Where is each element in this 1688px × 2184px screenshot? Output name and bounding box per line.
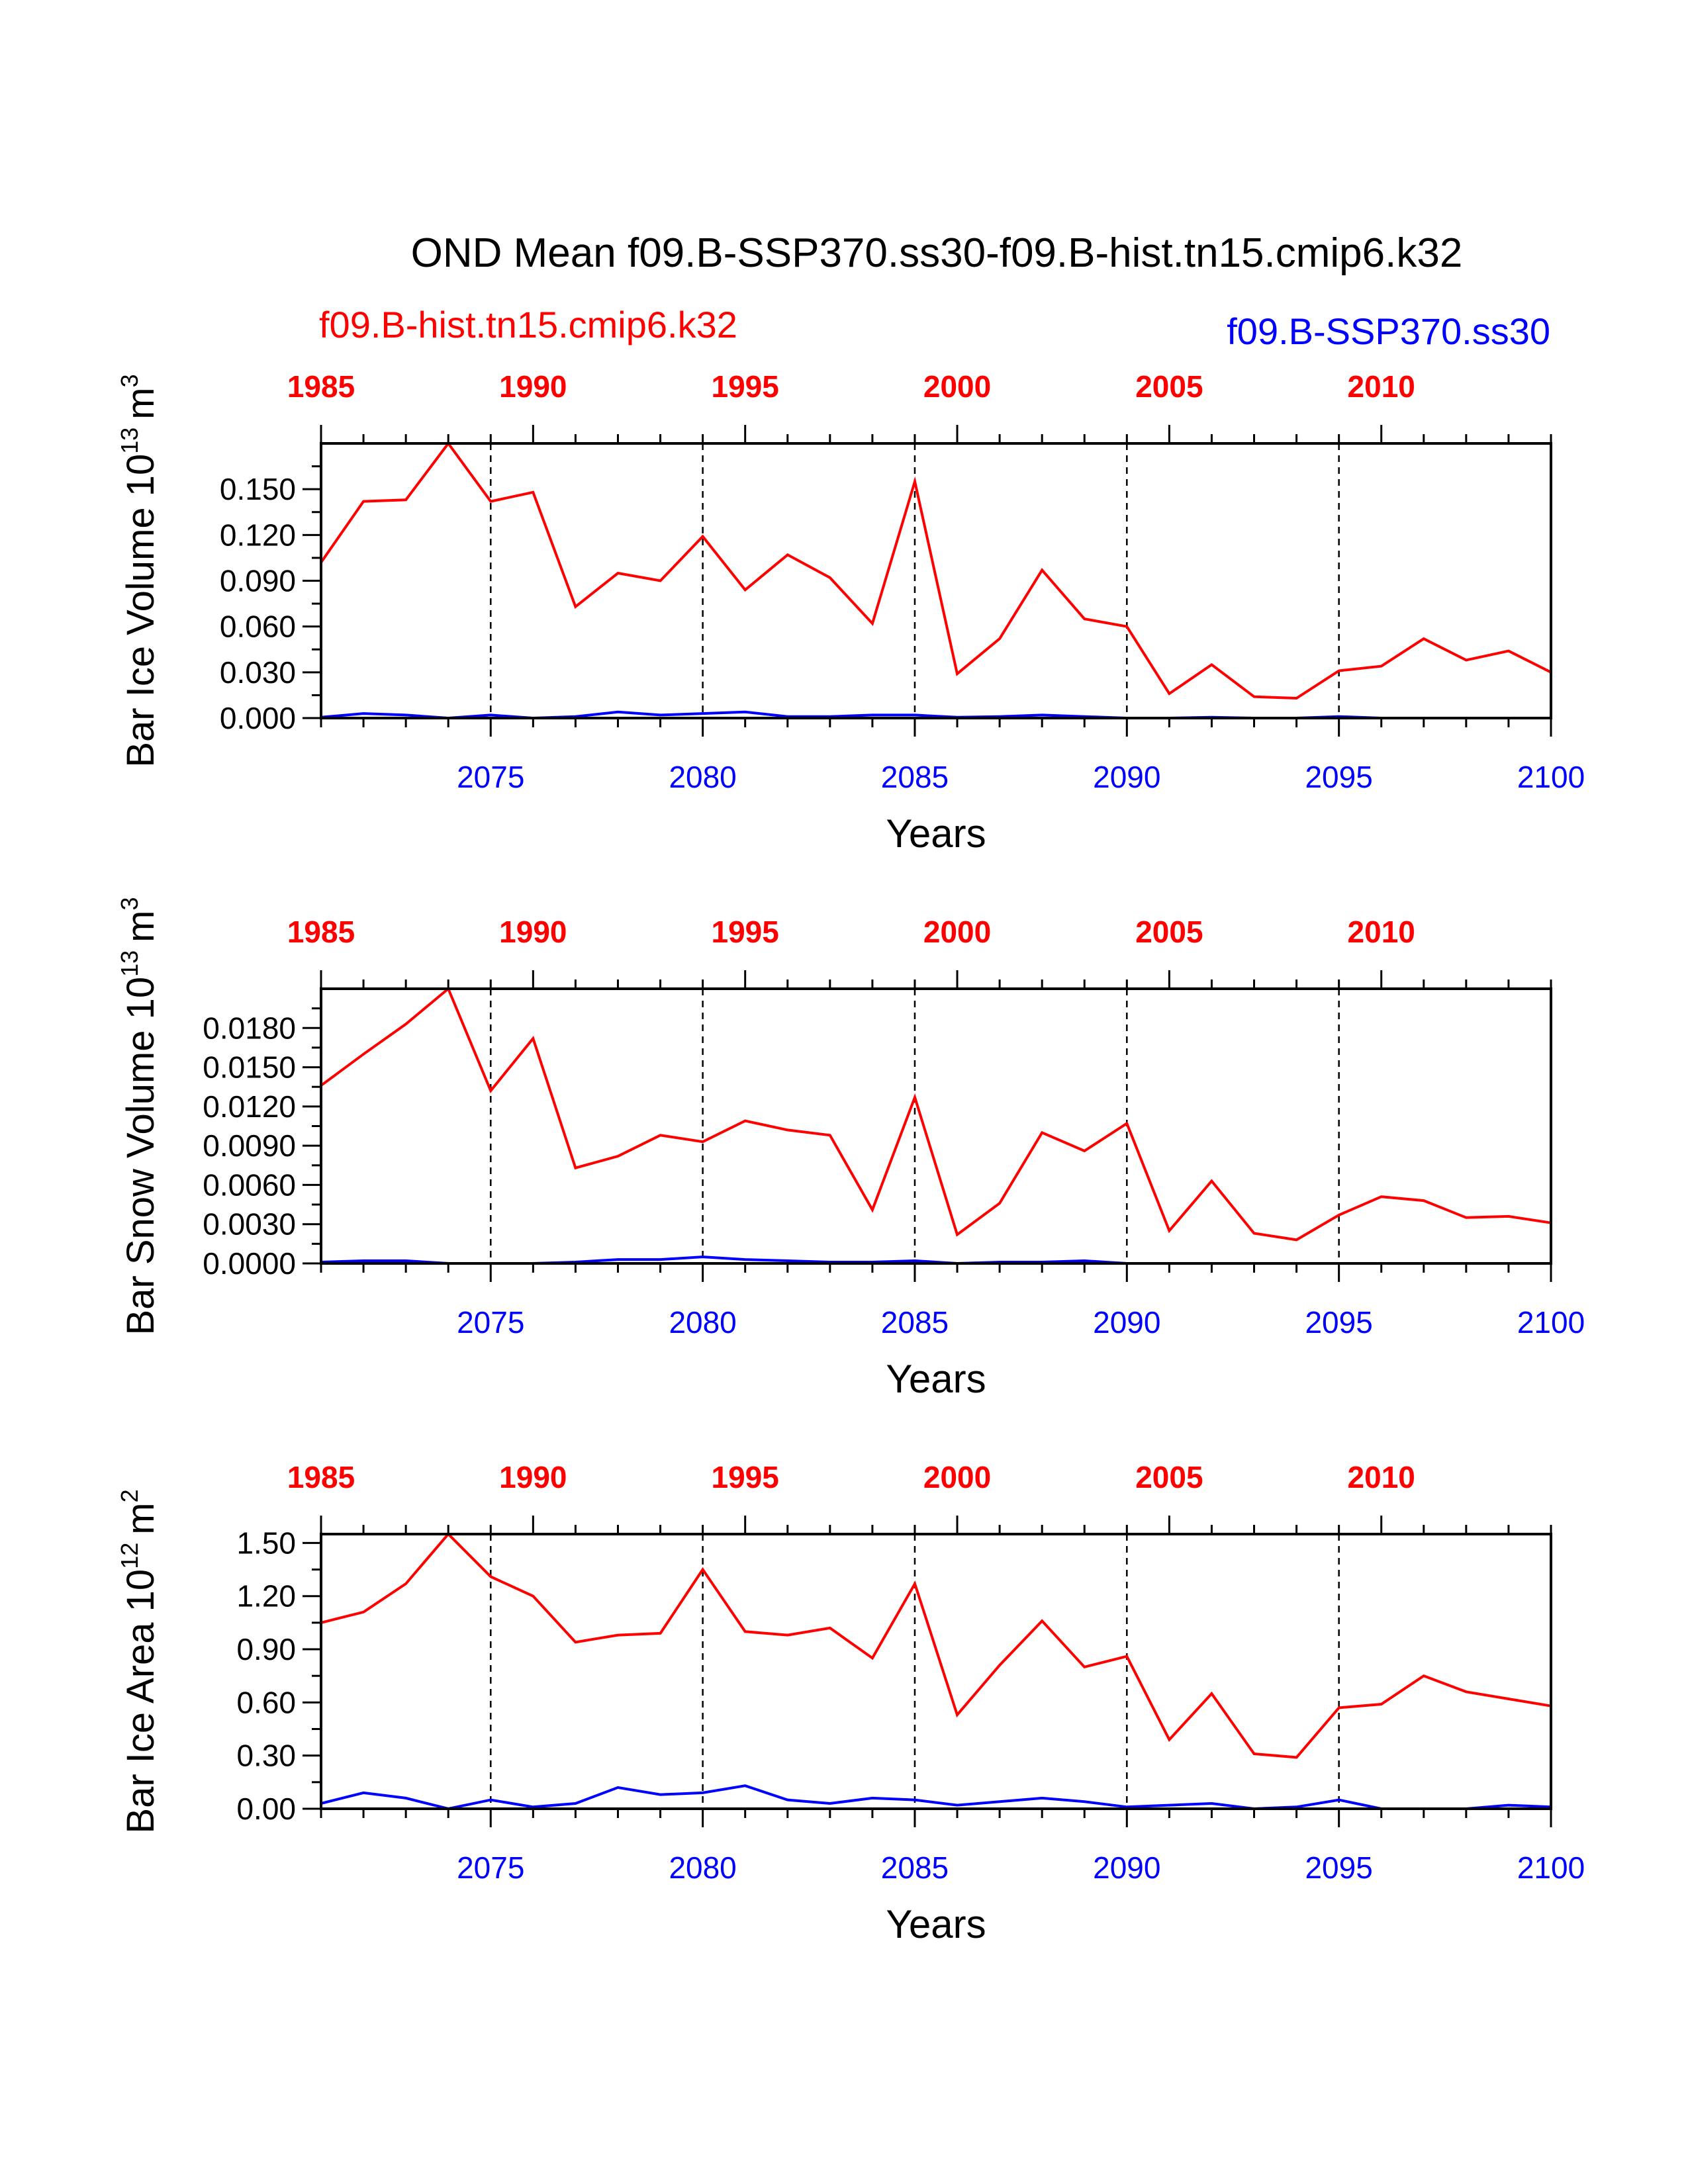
x-tick-label-hist: 1990 [499,369,567,404]
x-axis-title: Years [886,811,986,856]
y-axis-title-ylabel-exp: 13 [116,428,143,454]
x-tick-label-ssp: 2075 [457,1850,524,1885]
x-tick-label-ssp: 2080 [669,760,736,794]
y-axis-title-ylabel-exp: 13 [116,950,143,977]
x-tick-label-hist: 1995 [712,915,779,949]
chart-panel-1: 0.000 0.030 0.060 0.090 0.120 0.150 2075 2080 20… [116,369,1585,856]
y-axis-title: Bar Ice Area 1012 m2 [116,1489,162,1833]
y-tick-label: 0.90 [236,1632,296,1666]
x-tick-label-ssp: 2100 [1517,1305,1585,1340]
y-axis-title-ylabel-unit: m [119,1502,162,1534]
x-tick-label-hist: 2000 [923,915,991,949]
series-line-hist [320,1532,1552,1759]
y-axis-title: Bar Snow Volume 1013 m3 [116,897,162,1335]
x-tick-label-hist: 1985 [287,915,355,949]
y-tick-label: 0.000 [220,701,296,735]
y-tick-label: 0.60 [236,1685,296,1719]
y-axis-title-ylabel-unit-exp: 3 [116,374,143,387]
x-tick-label-ssp: 2095 [1305,1305,1372,1340]
x-tick-label-ssp: 2095 [1305,1850,1372,1885]
x-tick-label-hist: 2000 [923,369,991,404]
y-tick-label: 0.0030 [203,1207,296,1242]
x-tick-label-ssp: 2090 [1093,760,1160,794]
x-tick-label-ssp: 2085 [881,1850,949,1885]
x-tick-label-ssp: 2100 [1517,760,1585,794]
x-tick-label-ssp: 2090 [1093,1305,1160,1340]
x-tick-label-ssp: 2080 [669,1850,736,1885]
y-tick-label: 0.30 [236,1739,296,1773]
y-tick-label: 0.0000 [203,1246,296,1281]
y-tick-label: 0.0090 [203,1128,296,1163]
x-axis-title: Years [886,1357,986,1401]
x-tick-label-hist: 2005 [1135,369,1203,404]
chart-panel-3: 0.00 0.30 0.60 0.90 1.20 1.50 2075 2080 2085 2090… [116,1460,1585,1946]
y-tick-label: 0.0150 [203,1050,296,1085]
x-tick-label-ssp: 2085 [881,1305,949,1340]
x-tick-label-hist: 2010 [1348,1460,1415,1494]
y-axis-title: Bar Ice Volume 1013 m3 [116,374,162,767]
x-tick-label-hist: 1985 [287,369,355,404]
y-axis-title-ylabel-unit-exp: 2 [116,1489,143,1502]
x-tick-label-hist: 2005 [1135,915,1203,949]
y-tick-label: 0.00 [236,1792,296,1826]
y-axis-title-ylabel-unit: m [119,911,162,942]
y-axis-title-ylabel-unit-exp: 3 [116,897,143,910]
x-tick-label-hist: 1995 [712,1460,779,1494]
y-tick-label: 0.090 [220,564,296,598]
y-axis-title-ylabel-exp: 12 [116,1543,143,1569]
plot-frame [320,1533,1552,1810]
y-axis-title-ylabel: Bar Ice Area 10 [119,1569,162,1834]
y-axis-title-ylabel-unit: m [119,387,162,419]
y-axis-title-ylabel: Bar Ice Volume 10 [119,454,162,768]
x-tick-label-hist: 1990 [499,915,567,949]
x-tick-label-hist: 1990 [499,1460,567,1494]
y-tick-label: 0.0060 [203,1167,296,1202]
x-tick-label-ssp: 2080 [669,1305,736,1340]
x-tick-label-hist: 1985 [287,1460,355,1494]
y-tick-label: 0.120 [220,518,296,552]
legend-ssp-label: f09.B-SSP370.ss30 [1227,310,1550,352]
x-axis-title: Years [886,1902,986,1946]
x-tick-label-ssp: 2075 [457,1305,524,1340]
y-axis-title-ylabel: Bar Snow Volume 10 [119,977,162,1336]
y-tick-label: 0.060 [220,610,296,644]
y-tick-label: 0.150 [220,472,296,506]
series-line-hist [320,986,1552,1242]
y-tick-label: 0.0120 [203,1089,296,1124]
y-tick-label: 1.50 [236,1525,296,1560]
y-tick-label: 1.20 [236,1579,296,1614]
chart-panel-2: 0.0000 0.0030 0.0060 0.0090 0.0120 0.0150 0.01… [116,897,1585,1401]
x-tick-label-ssp: 2075 [457,760,524,794]
x-tick-label-ssp: 2095 [1305,760,1372,794]
y-tick-label: 0.030 [220,655,296,690]
x-tick-label-hist: 2010 [1348,915,1415,949]
x-tick-label-ssp: 2085 [881,760,949,794]
x-tick-label-hist: 1995 [712,369,779,404]
series-line-hist [320,441,1552,700]
legend-hist-label: f09.B-hist.tn15.cmip6.k32 [319,304,737,345]
x-tick-label-hist: 2010 [1348,369,1415,404]
chart-title: OND Mean f09.B-SSP370.ss30-f09.B-hist.tn… [411,230,1463,276]
x-tick-label-ssp: 2100 [1517,1850,1585,1885]
series-line-ssp [320,1784,1552,1811]
x-tick-label-ssp: 2090 [1093,1850,1160,1885]
x-tick-label-hist: 2000 [923,1460,991,1494]
y-tick-label: 0.0180 [203,1011,296,1045]
x-tick-label-hist: 2005 [1135,1460,1203,1494]
plot-frame [320,987,1552,1265]
